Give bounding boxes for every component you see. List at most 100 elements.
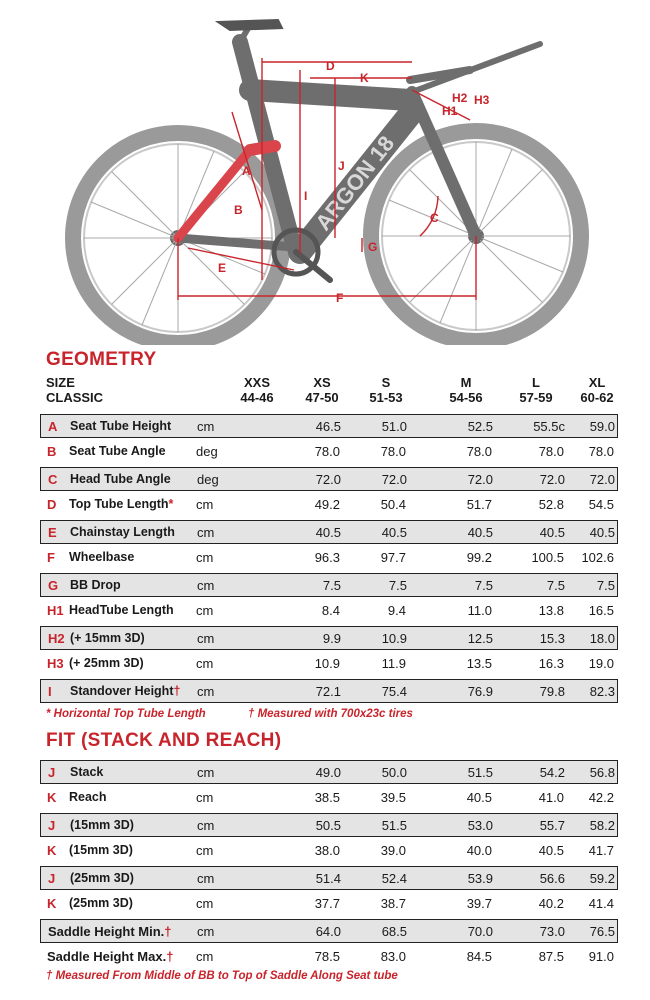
row-letter: E bbox=[48, 525, 57, 540]
row-value: 50.5 bbox=[315, 818, 341, 833]
row-label-text: BB Drop bbox=[70, 578, 121, 592]
row-value: 46.5 bbox=[315, 419, 341, 434]
row-value: 10.9 bbox=[381, 631, 407, 646]
row-value: 72.1 bbox=[315, 684, 341, 699]
label-H2: H2 bbox=[452, 91, 468, 105]
row-unit: cm bbox=[197, 419, 215, 434]
row-value: 39.7 bbox=[466, 896, 492, 911]
row-value: 40.2 bbox=[538, 896, 564, 911]
row-letter: K bbox=[47, 843, 57, 858]
row-label-text: Saddle Height Min. bbox=[48, 924, 165, 939]
row-value: 37.7 bbox=[314, 896, 340, 911]
row-label-text: (15mm 3D) bbox=[70, 818, 134, 832]
row-unit: deg bbox=[197, 472, 219, 487]
row-unit: cm bbox=[197, 631, 215, 646]
row-label: Wheelbase bbox=[69, 546, 134, 569]
table-row: Saddle Height Max.† cm 78.5 83.0 84.5 87.5 91.… bbox=[40, 945, 618, 969]
table-row: K (15mm 3D) cm 38.0 39.0 40.0 40.5 41.7 bbox=[40, 839, 618, 863]
row-unit: cm bbox=[197, 924, 215, 939]
row-value: 72.0 bbox=[467, 472, 493, 487]
row-value: 40.5 bbox=[381, 525, 407, 540]
table-row: K (25mm 3D) cm 37.7 38.7 39.7 40.2 41.4 bbox=[40, 892, 618, 916]
rear-wheel bbox=[65, 125, 291, 345]
row-value: 40.5 bbox=[466, 790, 492, 805]
label-G: G bbox=[368, 240, 377, 254]
row-unit: cm bbox=[197, 684, 215, 699]
row-value: 12.5 bbox=[467, 631, 493, 646]
classic-label: CLASSIC bbox=[46, 390, 104, 405]
row-label: Saddle Height Max.† bbox=[47, 945, 173, 968]
row-value: 38.5 bbox=[314, 790, 340, 805]
row-label: Saddle Height Min.† bbox=[48, 920, 172, 943]
label-D: D bbox=[326, 59, 335, 73]
row-unit: cm bbox=[196, 603, 214, 618]
row-value: 50.0 bbox=[381, 765, 407, 780]
row-value: 40.0 bbox=[466, 843, 492, 858]
row-value: 72.0 bbox=[589, 472, 615, 487]
row-value: 51.4 bbox=[315, 871, 341, 886]
row-label: Top Tube Length* bbox=[69, 493, 173, 516]
row-value: 40.5 bbox=[589, 525, 615, 540]
size-s-name: S bbox=[381, 375, 391, 390]
row-value: 91.0 bbox=[588, 949, 614, 964]
row-value: 13.8 bbox=[538, 603, 564, 618]
note-horizontal-top-tube: * Horizontal Top Tube Length bbox=[46, 708, 206, 720]
row-unit: deg bbox=[196, 444, 218, 459]
table-row: G BB Drop cm 7.5 7.5 7.5 7.5 7.5 bbox=[40, 573, 618, 597]
row-value: 49.0 bbox=[315, 765, 341, 780]
label-C: C bbox=[430, 211, 439, 225]
row-label: (15mm 3D) bbox=[70, 814, 134, 837]
row-label: (25mm 3D) bbox=[70, 867, 134, 890]
size-s-range: 51-53 bbox=[369, 390, 403, 405]
row-mark: † bbox=[166, 949, 174, 964]
row-value: 53.0 bbox=[467, 818, 493, 833]
row-value: 70.0 bbox=[467, 924, 493, 939]
row-label-text: (15mm 3D) bbox=[69, 843, 133, 857]
note-saddle-height: † Measured From Middle of BB to Top of S… bbox=[46, 970, 398, 982]
row-unit: cm bbox=[196, 656, 214, 671]
row-label-text: Standover Height bbox=[70, 684, 174, 698]
label-H3: H3 bbox=[474, 93, 490, 107]
row-value: 99.2 bbox=[466, 550, 492, 565]
label-J: J bbox=[338, 159, 345, 173]
row-label-text: Wheelbase bbox=[69, 550, 135, 564]
row-value: 18.0 bbox=[589, 631, 615, 646]
size-xs-name: XS bbox=[313, 375, 331, 390]
row-value: 54.5 bbox=[588, 497, 614, 512]
row-value: 13.5 bbox=[466, 656, 492, 671]
row-value: 78.0 bbox=[314, 444, 340, 459]
table-row: I Standover Height† cm 72.1 75.4 76.9 79.8 82.3 bbox=[40, 679, 618, 703]
row-value: 38.0 bbox=[314, 843, 340, 858]
label-I: I bbox=[304, 189, 307, 203]
row-value: 55.7 bbox=[539, 818, 565, 833]
row-value: 9.4 bbox=[387, 603, 406, 618]
label-E: E bbox=[218, 261, 226, 275]
label-B: B bbox=[234, 203, 243, 217]
row-value: 11.9 bbox=[381, 656, 406, 671]
row-value: 82.3 bbox=[589, 684, 615, 699]
row-value: 42.2 bbox=[588, 790, 614, 805]
table-row: H2 (+ 15mm 3D) cm 9.9 10.9 12.5 15.3 18.0 bbox=[40, 626, 618, 650]
row-value: 100.5 bbox=[531, 550, 564, 565]
row-letter: J bbox=[48, 765, 56, 780]
row-value: 39.5 bbox=[380, 790, 406, 805]
row-value: 15.3 bbox=[539, 631, 565, 646]
front-wheel bbox=[363, 123, 589, 345]
row-value: 19.0 bbox=[588, 656, 614, 671]
row-value: 51.5 bbox=[467, 765, 493, 780]
row-value: 40.5 bbox=[539, 525, 565, 540]
row-value: 72.0 bbox=[381, 472, 407, 487]
row-value: 50.4 bbox=[380, 497, 406, 512]
row-value: 41.7 bbox=[588, 843, 614, 858]
row-label: Reach bbox=[69, 786, 107, 809]
row-value: 38.7 bbox=[380, 896, 406, 911]
table-row: B Seat Tube Angle deg 78.0 78.0 78.0 78.0 78.0 bbox=[40, 440, 618, 464]
row-unit: cm bbox=[197, 578, 215, 593]
row-value: 7.5 bbox=[546, 578, 565, 593]
row-value: 78.0 bbox=[588, 444, 614, 459]
row-letter: J bbox=[48, 871, 56, 886]
row-unit: cm bbox=[196, 497, 214, 512]
row-value: 56.6 bbox=[539, 871, 565, 886]
row-value: 84.5 bbox=[466, 949, 492, 964]
row-letter: D bbox=[47, 497, 57, 512]
